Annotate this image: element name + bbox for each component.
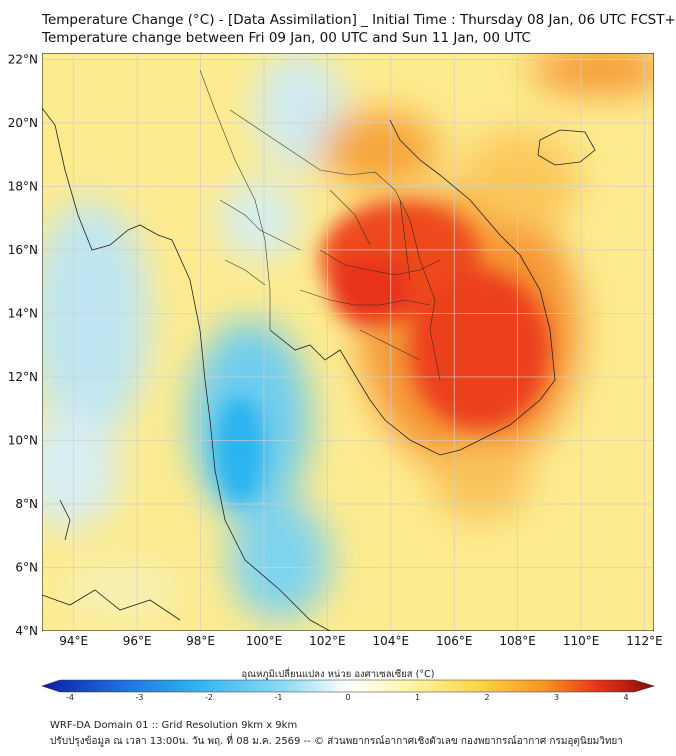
footer-update-info: ปรับปรุงข้อมูล ณ เวลา 13:00น. วัน พฤ. ที… [50,736,623,747]
colorbar-title: อุณหภูมิเปลี่ยนแปลง หน่วย องศาเซลเซียส (… [241,669,435,680]
map-title: Temperature Change (°C) - [Data Assimila… [42,12,676,28]
lon-tick-label: 98°E [186,634,215,648]
colorbar: -4 -3 -2 -1 0 1 2 3 4 [41,679,656,702]
colorbar-tick-label: -1 [275,693,283,702]
lon-tick-label: 112°E [626,634,663,648]
lon-tick-label: 100°E [246,634,283,648]
colorbar-tick-label: -4 [66,693,74,702]
lat-tick-label: 18°N [8,179,38,193]
latitude-tick-labels: 22°N 20°N 18°N 16°N 14°N 12°N 10°N 8°N 6°N 4°N [8,52,38,638]
lat-tick-label: 12°N [8,370,38,384]
map-gridlines [42,53,654,631]
colorbar-tick-label: 2 [484,693,489,702]
colorbar-tick-label: 0 [345,693,350,702]
coastlines [42,107,596,631]
lat-tick-label: 6°N [15,560,38,574]
lon-tick-label: 106°E [436,634,473,648]
map-subtitle: Temperature change between Fri 09 Jan, 0… [42,30,531,46]
lat-tick-label: 22°N [8,52,38,66]
lon-tick-label: 96°E [123,634,152,648]
lat-tick-label: 14°N [8,306,38,320]
colorbar-tick-label: -3 [136,693,144,702]
lat-tick-label: 4°N [15,624,38,638]
lat-tick-label: 20°N [8,116,38,130]
colorbar-tick-label: 4 [623,693,628,702]
colorbar-tick-label: 1 [415,693,420,702]
lat-tick-label: 8°N [15,497,38,511]
lon-tick-label: 102°E [309,634,346,648]
lon-tick-label: 94°E [59,634,88,648]
lon-tick-label: 110°E [563,634,600,648]
lat-tick-label: 10°N [8,433,38,447]
colorbar-tick-label: -2 [205,693,213,702]
longitude-tick-labels: 94°E 96°E 98°E 100°E 102°E 104°E 106°E 108°E 110… [59,634,662,648]
temperature-field [42,53,654,631]
lat-tick-label: 16°N [8,243,38,257]
lon-tick-label: 108°E [499,634,536,648]
lon-tick-label: 104°E [373,634,410,648]
borders [199,69,441,381]
footer-model-info: WRF-DA Domain 01 :: Grid Resolution 9km … [50,720,298,731]
colorbar-tick-label: 3 [554,693,559,702]
